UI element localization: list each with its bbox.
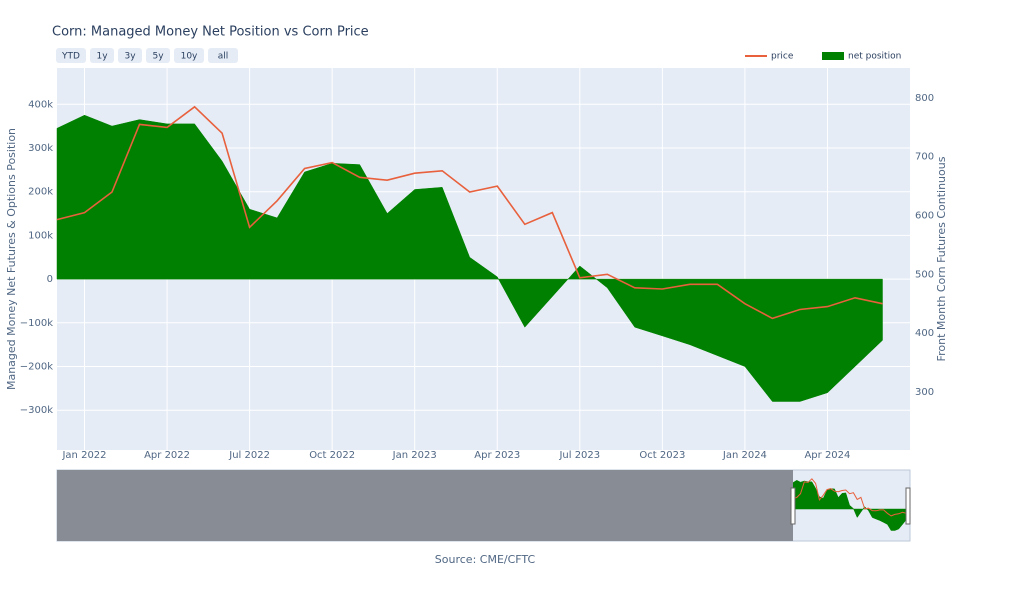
y-tick-label: 0	[47, 274, 53, 285]
x-tick-label: Jan 2024	[722, 450, 767, 461]
range-button[interactable]	[208, 48, 238, 63]
y2-tick-label: 500	[915, 269, 934, 280]
y2-tick-label: 800	[915, 93, 934, 104]
x-tick-label: Jan 2023	[392, 450, 437, 461]
y2-tick-label: 600	[915, 211, 934, 222]
legend-label: price	[771, 52, 794, 62]
range-button-label[interactable]: 5y	[152, 52, 164, 62]
x-tick-label: Apr 2024	[804, 450, 850, 461]
y-tick-label: 300k	[28, 143, 53, 154]
x-tick-label: Apr 2022	[144, 450, 190, 461]
range-button-label[interactable]: 3y	[124, 52, 136, 62]
x-tick-label: Apr 2023	[474, 450, 520, 461]
y-tick-label: −100k	[20, 318, 53, 329]
range-slider-mask	[57, 470, 793, 541]
range-button[interactable]	[174, 48, 204, 63]
y2-tick-label: 300	[915, 387, 934, 398]
x-tick-label: Jul 2022	[228, 450, 270, 461]
range-slider-handle[interactable]	[905, 487, 911, 525]
slider-line	[792, 478, 907, 517]
x-tick-label: Oct 2023	[639, 450, 685, 461]
range-button[interactable]	[90, 48, 114, 63]
y-tick-label: 400k	[28, 99, 53, 110]
y-tick-label: −200k	[20, 362, 53, 373]
x-tick-label: Jul 2023	[558, 450, 600, 461]
legend-swatch	[822, 52, 844, 60]
range-slider-handle[interactable]	[790, 487, 796, 525]
y-axis-title: Managed Money Net Futures & Options Posi…	[5, 128, 18, 390]
range-button-label[interactable]: 10y	[181, 52, 198, 62]
range-button[interactable]	[56, 48, 86, 63]
y-tick-label: 100k	[28, 230, 53, 241]
range-button-label[interactable]: all	[218, 52, 229, 62]
slider-area	[792, 480, 907, 531]
range-button[interactable]	[118, 48, 142, 63]
range-button-label[interactable]: YTD	[61, 52, 80, 62]
range-button-label[interactable]: 1y	[96, 52, 108, 62]
source-note: Source: CME/CFTC	[435, 553, 536, 566]
y2-axis-title: Front Month Corn Futures Continuous	[935, 156, 948, 361]
legend-label: net position	[848, 52, 901, 62]
y2-tick-label: 700	[915, 152, 934, 163]
x-tick-label: Jan 2022	[61, 450, 106, 461]
series-area	[56, 114, 883, 402]
series-line	[56, 105, 883, 320]
y-tick-label: 200k	[28, 187, 53, 198]
chart-title: Corn: Managed Money Net Position vs Corn…	[52, 25, 369, 40]
y-tick-label: −300k	[20, 405, 53, 416]
y2-tick-label: 400	[915, 328, 934, 339]
range-button[interactable]	[146, 48, 170, 63]
x-tick-label: Oct 2022	[309, 450, 355, 461]
